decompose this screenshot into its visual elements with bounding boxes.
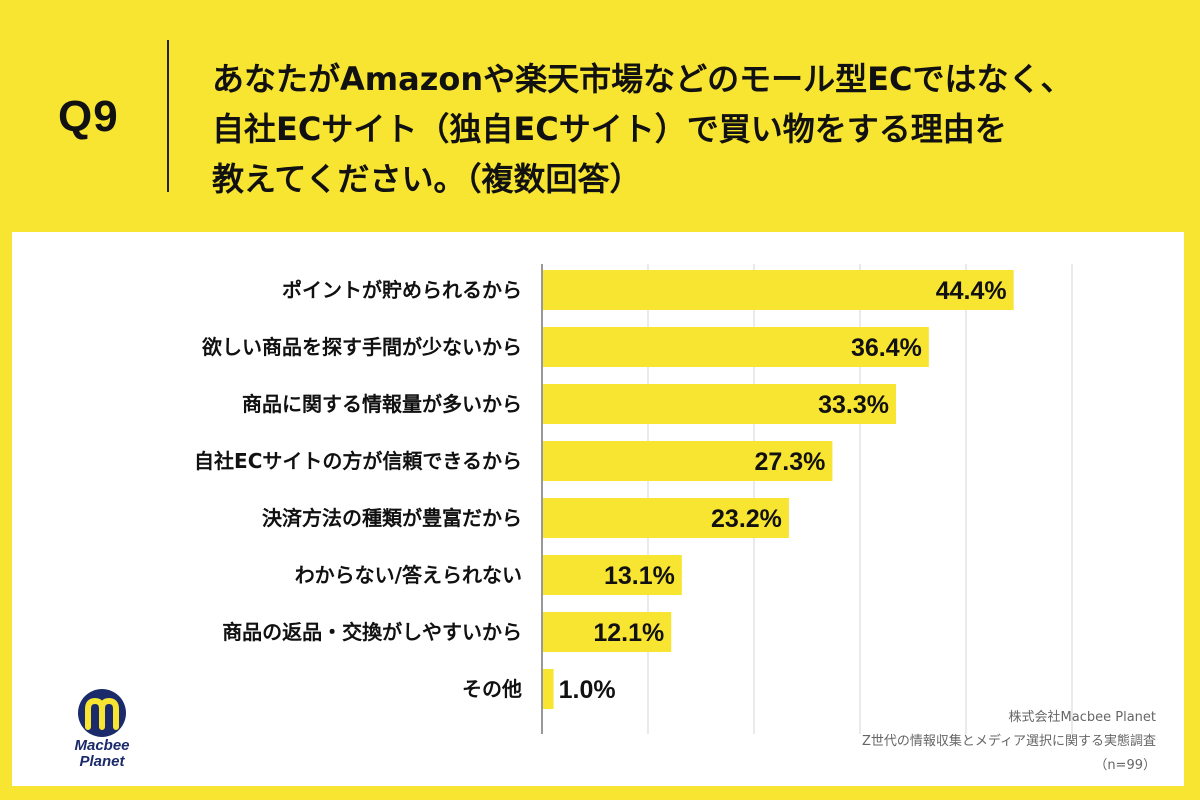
bar [543, 612, 672, 652]
bar [543, 555, 682, 595]
bar [543, 270, 1014, 310]
value-label: 1.0% [559, 676, 616, 704]
source-credit: 株式会社Macbee Planet Z世代の情報収集とメディア選択に関する実態調… [862, 706, 1156, 778]
value-label: 23.2% [711, 505, 782, 533]
question-line-1: あなたがAmazonや楽天市場などのモール型ECではなく、 [212, 60, 1073, 98]
value-label: 44.4% [936, 277, 1007, 305]
value-label: 36.4% [851, 334, 922, 362]
category-label: 商品の返品・交換がしやすいから [222, 620, 522, 644]
bar [543, 669, 554, 709]
question-line-3: 教えてください。（複数回答） [212, 160, 642, 198]
question-number: Q9 [58, 92, 119, 141]
logo-line-2: Planet [79, 753, 125, 770]
bar-chart: ポイントが貯められるから 44.4% 欲しい商品を探す手間が少ないから 36.4% 商品… [194, 264, 1073, 734]
question-text: あなたがAmazonや楽天市場などのモール型ECではなく、 自社ECサイト（独自… [212, 54, 1172, 204]
credit-sample: （n=99） [1094, 758, 1156, 773]
category-label: 決済方法の種類が豊富だから [262, 506, 522, 530]
category-label: 商品に関する情報量が多いから [242, 392, 522, 416]
logo-line-1: Macbee [74, 737, 130, 754]
bar [543, 327, 929, 367]
credit-survey: Z世代の情報収集とメディア選択に関する実態調査 [862, 734, 1156, 749]
value-label: 13.1% [604, 562, 675, 590]
value-label: 27.3% [754, 448, 825, 476]
value-label: 33.3% [818, 391, 889, 419]
bar [543, 384, 896, 424]
value-label: 12.1% [593, 619, 664, 647]
category-label: わからない/答えられない [295, 563, 522, 587]
bar [543, 498, 789, 538]
credit-company: 株式会社Macbee Planet [1008, 710, 1156, 725]
chart-panel: ポイントが貯められるから 44.4% 欲しい商品を探す手間が少ないから 36.4% 商品… [12, 232, 1184, 786]
category-label: その他 [462, 677, 522, 701]
macbee-planet-logo-icon [78, 689, 126, 737]
category-label: 欲しい商品を探す手間が少ないから [201, 335, 522, 359]
logo-text: Macbee Planet [52, 738, 152, 770]
bar [543, 441, 833, 481]
header: Q9 あなたがAmazonや楽天市場などのモール型ECではなく、 自社ECサイト… [0, 0, 1200, 232]
category-label: ポイントが貯められるから [282, 278, 522, 302]
question-line-2: 自社ECサイト（独自ECサイト）で買い物をする理由を [212, 110, 1007, 148]
category-label: 自社ECサイトの方が信頼できるから [194, 449, 522, 473]
header-divider [167, 40, 169, 192]
